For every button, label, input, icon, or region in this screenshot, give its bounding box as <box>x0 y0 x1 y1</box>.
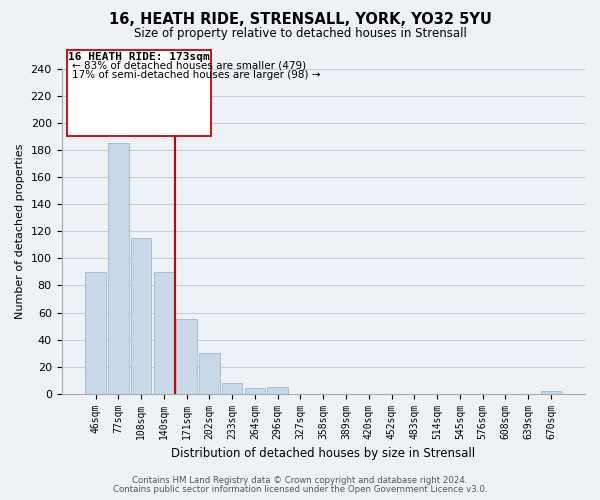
Bar <box>199 353 220 394</box>
Text: 16 HEATH RIDE: 173sqm: 16 HEATH RIDE: 173sqm <box>68 52 209 62</box>
Bar <box>245 388 265 394</box>
Bar <box>268 387 288 394</box>
FancyBboxPatch shape <box>67 50 211 136</box>
Y-axis label: Number of detached properties: Number of detached properties <box>15 144 25 319</box>
Bar <box>154 272 174 394</box>
Text: Contains HM Land Registry data © Crown copyright and database right 2024.: Contains HM Land Registry data © Crown c… <box>132 476 468 485</box>
Bar <box>176 320 197 394</box>
Bar <box>541 391 561 394</box>
Bar <box>85 272 106 394</box>
Text: Size of property relative to detached houses in Strensall: Size of property relative to detached ho… <box>134 28 466 40</box>
X-axis label: Distribution of detached houses by size in Strensall: Distribution of detached houses by size … <box>171 447 475 460</box>
Text: ← 83% of detached houses are smaller (479): ← 83% of detached houses are smaller (47… <box>72 61 306 71</box>
Text: Contains public sector information licensed under the Open Government Licence v3: Contains public sector information licen… <box>113 484 487 494</box>
Bar <box>108 144 128 394</box>
Bar <box>222 383 242 394</box>
Bar <box>131 238 151 394</box>
Text: 17% of semi-detached houses are larger (98) →: 17% of semi-detached houses are larger (… <box>72 70 320 80</box>
Text: 16, HEATH RIDE, STRENSALL, YORK, YO32 5YU: 16, HEATH RIDE, STRENSALL, YORK, YO32 5Y… <box>109 12 491 28</box>
